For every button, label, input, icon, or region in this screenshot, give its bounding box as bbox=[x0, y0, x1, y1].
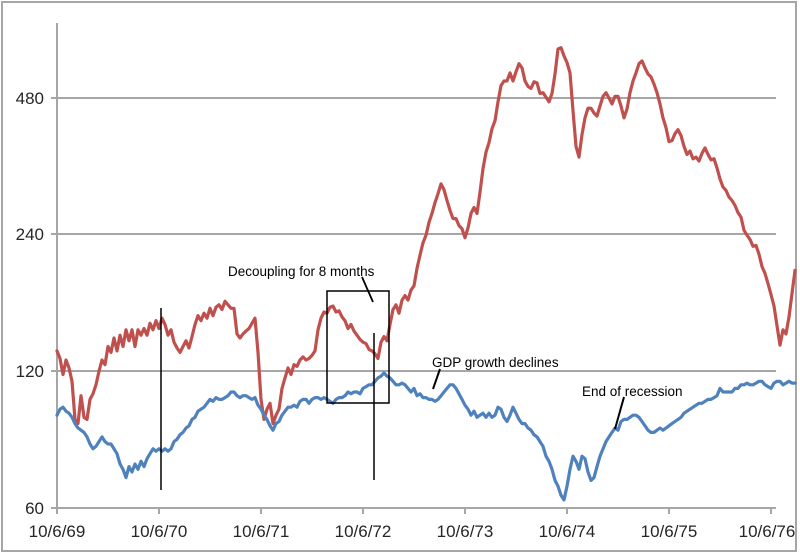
gdp-label: GDP growth declines bbox=[432, 355, 559, 370]
y-axis-label: 120 bbox=[16, 362, 44, 381]
x-axis-label: 10/6/75 bbox=[641, 522, 698, 541]
x-axis-label: 10/6/74 bbox=[539, 522, 596, 541]
x-axis-label: 10/6/71 bbox=[233, 522, 290, 541]
x-axis-label: 10/6/69 bbox=[29, 522, 86, 541]
x-axis-label: 10/6/72 bbox=[335, 522, 392, 541]
y-axis-label: 480 bbox=[16, 89, 44, 108]
recession-label: End of recession bbox=[582, 384, 683, 399]
chart-border bbox=[1, 1, 797, 552]
axis-labels: 60 120 240 480 10/6/69 10/6/70 10/6/71 10/6/72 1… bbox=[16, 89, 796, 541]
decoupling-box bbox=[326, 290, 390, 404]
recession-leader-line bbox=[614, 396, 625, 430]
gridlines bbox=[57, 97, 776, 372]
axis-ticks bbox=[51, 97, 772, 514]
decoupling-label: Decoupling for 8 months bbox=[228, 264, 375, 279]
blue-index-line bbox=[55, 371, 797, 502]
gdp-leader-line bbox=[432, 368, 441, 390]
y-axis-label: 240 bbox=[16, 225, 44, 244]
x-axis-label: 10/6/70 bbox=[131, 522, 188, 541]
x-axis-label: 10/6/76 bbox=[739, 522, 796, 541]
x-axis-label: 10/6/73 bbox=[437, 522, 494, 541]
data-series bbox=[55, 46, 797, 502]
red-index-line bbox=[55, 46, 797, 426]
decoupling-leader-line bbox=[361, 276, 374, 303]
y-axis-label: 60 bbox=[25, 499, 44, 518]
